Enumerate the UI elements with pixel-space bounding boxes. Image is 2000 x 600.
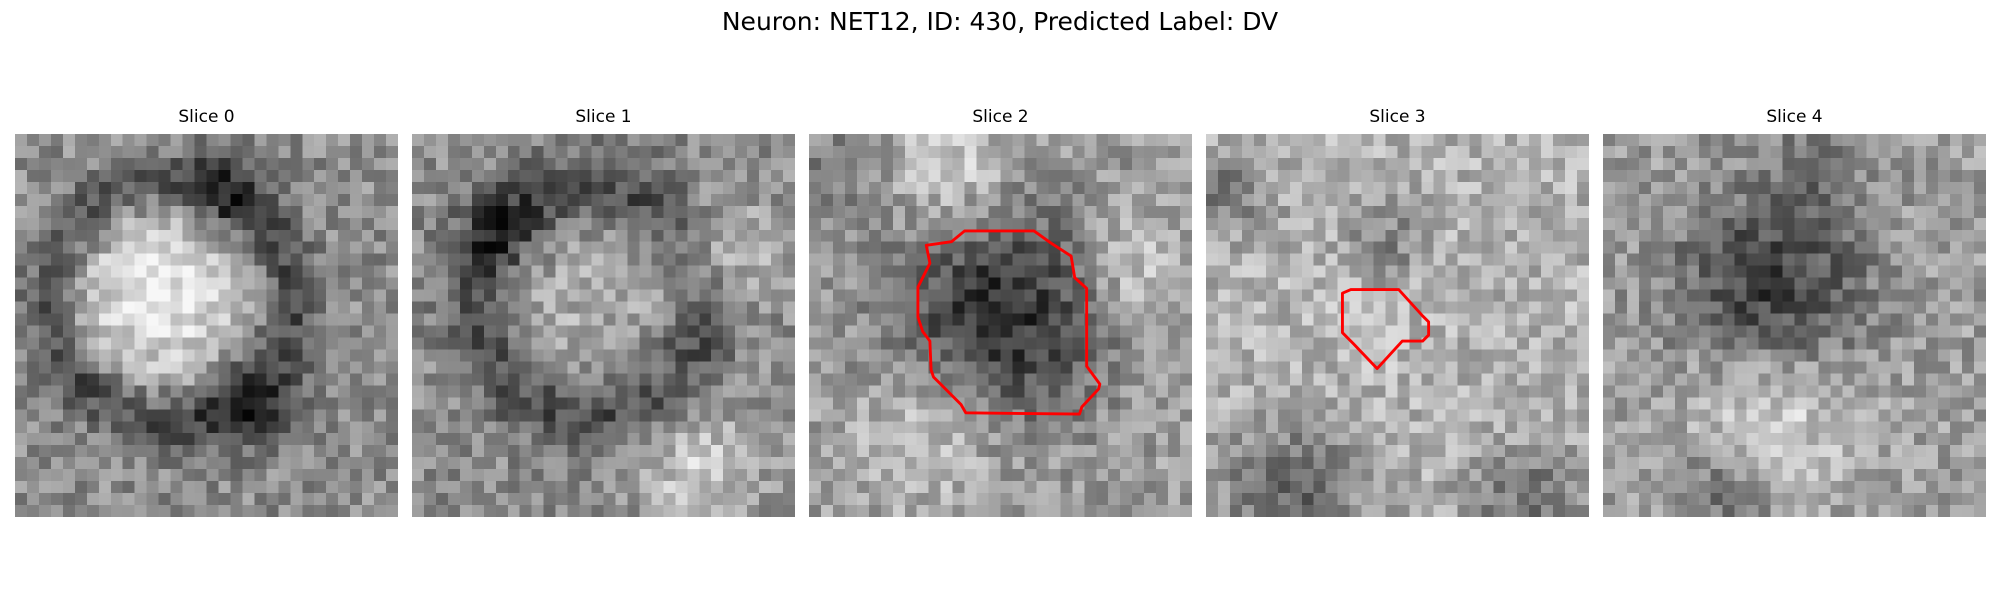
slice-title: Slice 2: [972, 107, 1029, 127]
slice-title: Slice 4: [1766, 107, 1823, 127]
slice-title: Slice 0: [178, 107, 235, 127]
slice-panel-3: Slice 3: [1206, 104, 1589, 517]
slice-image: [15, 134, 398, 517]
slice-panel-0: Slice 0: [15, 104, 398, 517]
slice-panel-4: Slice 4: [1603, 104, 1986, 517]
slice-title: Slice 3: [1369, 107, 1426, 127]
slice-image: [809, 134, 1192, 517]
slice-panel-1: Slice 1: [412, 104, 795, 517]
slice-title: Slice 1: [575, 107, 632, 127]
segmentation-contour: [1341, 288, 1431, 371]
slice-image: [1206, 134, 1589, 517]
figure-title: Neuron: NET12, ID: 430, Predicted Label:…: [721, 7, 1279, 36]
slice-panel-2: Slice 2: [809, 104, 1192, 517]
segmentation-contour: [916, 229, 1102, 416]
slice-image: [1603, 134, 1986, 517]
slice-image: [412, 134, 795, 517]
